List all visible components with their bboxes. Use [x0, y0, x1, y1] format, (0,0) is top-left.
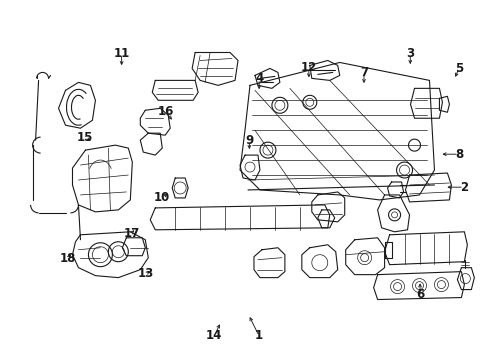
Text: 15: 15	[76, 131, 93, 144]
Text: 1: 1	[255, 329, 263, 342]
Text: 13: 13	[138, 267, 154, 280]
Text: 6: 6	[415, 288, 423, 301]
Text: 2: 2	[459, 181, 467, 194]
Text: 5: 5	[454, 62, 462, 75]
Text: 18: 18	[60, 252, 76, 265]
Text: 14: 14	[205, 329, 222, 342]
Text: 8: 8	[454, 148, 462, 161]
Text: 12: 12	[300, 60, 316, 73]
Text: 7: 7	[359, 66, 367, 79]
Text: 16: 16	[157, 105, 173, 118]
Text: 9: 9	[245, 134, 253, 147]
Text: 11: 11	[113, 47, 129, 60]
Text: 3: 3	[406, 47, 413, 60]
Text: 17: 17	[123, 226, 139, 239]
Text: 4: 4	[254, 72, 263, 85]
Text: 10: 10	[153, 191, 169, 204]
